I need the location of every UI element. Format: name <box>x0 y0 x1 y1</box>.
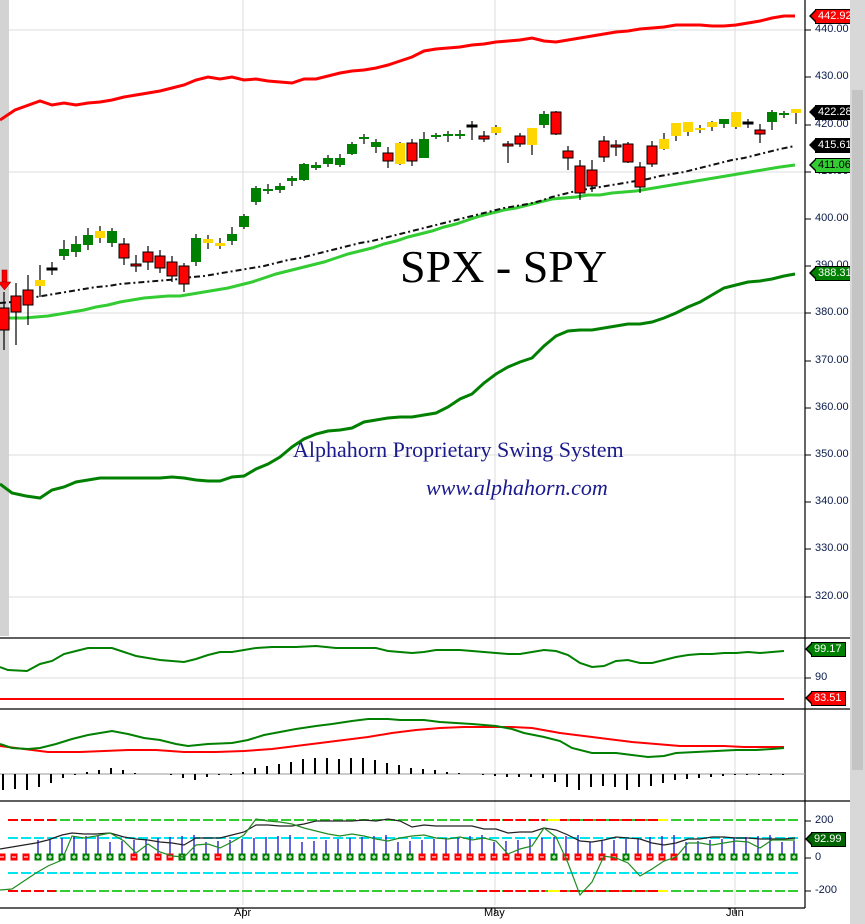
y-tick-380: 380.00 <box>815 306 849 318</box>
candlesticks <box>0 109 801 350</box>
sell-arrow-marker <box>0 269 12 291</box>
cci-level-lines <box>8 819 800 892</box>
chart-title: SPX - SPY <box>400 241 608 292</box>
cci-tick-200: 200 <box>815 814 834 826</box>
chart-subtitle: Alphahorn Proprietary Swing System <box>293 437 624 462</box>
mid-dashdot-line <box>0 145 796 304</box>
osc-tick-90: 90 <box>815 671 828 683</box>
x-label-jun: Jun <box>726 907 744 919</box>
cci-line-green <box>0 818 795 897</box>
upper-band-value-tag: 442.92 <box>809 9 856 24</box>
y-tick-400: 400.00 <box>815 212 849 224</box>
y-tick-440: 440.00 <box>815 23 849 35</box>
ma-value-tag: 411.06 <box>809 158 855 173</box>
cci-line-black <box>0 818 796 850</box>
y-tick-360: 360.00 <box>815 401 849 413</box>
moving-average-line <box>0 163 796 320</box>
x-label-apr: Apr <box>234 907 252 919</box>
cci-tick-minus200: -200 <box>815 884 838 896</box>
mid-line-value-tag: 415.61 <box>809 138 856 153</box>
lower-band-value-tag: 388.31 <box>809 266 856 281</box>
upper-band-line <box>0 14 795 122</box>
scrollbar-thumb[interactable] <box>852 90 863 770</box>
y-tick-350: 350.00 <box>815 448 849 460</box>
threshold-value-tag: 83.51 <box>805 691 846 706</box>
y-tick-320: 320.00 <box>815 590 849 602</box>
y-tick-370: 370.00 <box>815 354 849 366</box>
lower-band-line <box>0 272 796 500</box>
macd-signal-line <box>0 726 784 753</box>
y-tick-420: 420.00 <box>815 118 849 130</box>
macd-line <box>0 718 785 759</box>
cci-value-tag: 92.99 <box>805 832 846 847</box>
oscillator-line <box>0 644 785 673</box>
x-label-may: May <box>484 907 505 919</box>
website-link[interactable]: www.alphahorn.com <box>426 475 608 500</box>
macd-histogram <box>2 758 784 790</box>
y-tick-340: 340.00 <box>815 495 849 507</box>
pane-borders <box>0 0 850 909</box>
cci-tick-0: 0 <box>815 851 822 863</box>
y-tick-330: 330.00 <box>815 542 849 554</box>
y-tick-430: 430.00 <box>815 70 849 82</box>
oscillator-value-tag: 99.17 <box>805 642 846 657</box>
cci-stems <box>0 835 798 861</box>
